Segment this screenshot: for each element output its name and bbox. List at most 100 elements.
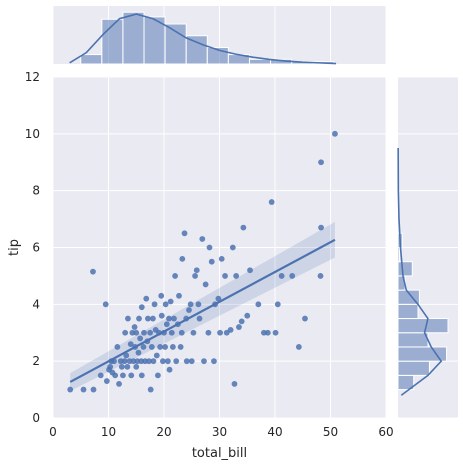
data-point xyxy=(168,329,175,336)
y-tick-label: 4 xyxy=(32,297,40,311)
data-point xyxy=(318,224,324,231)
data-point xyxy=(151,301,158,308)
data-point xyxy=(127,341,134,348)
data-point xyxy=(187,301,194,308)
data-point xyxy=(206,244,213,251)
data-point xyxy=(176,292,182,299)
x-tick-label: 20 xyxy=(156,425,171,439)
data-point xyxy=(107,363,114,370)
data-point xyxy=(199,236,206,242)
data-point xyxy=(140,344,147,350)
data-point xyxy=(141,329,147,336)
data-point xyxy=(145,315,151,322)
data-point xyxy=(150,315,156,322)
scatter-points xyxy=(67,130,338,393)
top-histogram-bar xyxy=(122,11,145,65)
data-point xyxy=(178,329,185,336)
top-histogram-bar xyxy=(80,54,103,65)
data-point xyxy=(167,298,174,305)
data-point xyxy=(154,372,161,379)
data-point xyxy=(268,199,275,205)
data-point xyxy=(195,301,202,308)
data-point xyxy=(116,381,122,387)
data-point xyxy=(169,344,176,350)
data-point xyxy=(244,312,251,319)
data-point xyxy=(227,327,234,333)
data-point xyxy=(118,363,125,370)
data-point xyxy=(147,329,154,336)
data-point xyxy=(114,344,121,350)
right-histogram-bar xyxy=(397,303,419,320)
data-point xyxy=(97,372,104,379)
data-point xyxy=(162,344,169,350)
data-point xyxy=(318,159,324,166)
data-point xyxy=(274,301,281,308)
x-tick-label: 50 xyxy=(323,425,338,439)
x-tick-labels: 0 10 20 30 40 50 60 xyxy=(49,425,393,439)
data-point xyxy=(90,268,96,275)
right-histogram-bar xyxy=(397,318,449,334)
data-point xyxy=(238,318,245,325)
data-point xyxy=(208,258,215,265)
data-point xyxy=(264,329,271,336)
right-histogram-bar xyxy=(397,332,429,348)
data-point xyxy=(202,281,209,288)
data-point xyxy=(158,312,165,319)
right-histogram-bar xyxy=(397,261,413,277)
data-point xyxy=(231,381,238,387)
data-point xyxy=(153,352,160,359)
right-histogram xyxy=(397,148,449,396)
top-histogram-bar xyxy=(248,58,272,65)
data-point xyxy=(128,372,135,379)
data-point xyxy=(229,244,236,251)
data-point xyxy=(124,363,131,370)
y-tick-label: 2 xyxy=(32,354,40,368)
x-axis-label: total_bill xyxy=(192,446,247,461)
y-tick-labels: 0 2 4 6 8 10 12 xyxy=(25,70,40,425)
top-histogram xyxy=(69,11,337,65)
data-point xyxy=(90,386,97,393)
data-point xyxy=(150,358,157,365)
data-point xyxy=(103,378,110,384)
y-tick-label: 0 xyxy=(32,411,40,425)
data-point xyxy=(67,386,74,393)
data-point xyxy=(255,301,262,308)
data-point xyxy=(201,358,207,365)
data-point xyxy=(295,344,302,350)
data-point xyxy=(121,358,128,365)
top-kde-curve xyxy=(69,13,337,65)
data-point xyxy=(183,358,190,365)
y-tick-label: 12 xyxy=(25,70,40,84)
data-point xyxy=(162,301,169,308)
data-point xyxy=(236,324,242,330)
regression-line xyxy=(69,238,336,383)
regression-line-group xyxy=(69,238,336,383)
data-point xyxy=(147,386,154,393)
data-point xyxy=(164,358,171,365)
data-point xyxy=(272,329,279,336)
data-point xyxy=(131,324,138,330)
data-point xyxy=(215,295,222,302)
y-tick-label: 8 xyxy=(32,184,40,198)
x-tick-label: 60 xyxy=(378,425,393,439)
data-point xyxy=(163,321,170,328)
data-point xyxy=(240,224,247,231)
x-tick-label: 30 xyxy=(212,425,227,439)
data-point xyxy=(136,315,142,322)
x-tick-label: 0 xyxy=(49,425,57,439)
data-point xyxy=(190,329,197,336)
data-point xyxy=(172,273,179,279)
data-point xyxy=(112,372,119,379)
data-point xyxy=(181,230,188,237)
top-histogram-bar xyxy=(164,23,187,65)
data-point xyxy=(122,329,129,336)
data-point xyxy=(143,295,150,302)
data-point xyxy=(159,358,166,365)
right-histogram-bar xyxy=(397,360,430,376)
data-point xyxy=(332,130,338,137)
y-axis-label: tip xyxy=(7,239,22,256)
data-point xyxy=(157,344,164,350)
data-point xyxy=(179,255,186,262)
data-point xyxy=(158,292,165,299)
data-point xyxy=(120,372,126,379)
